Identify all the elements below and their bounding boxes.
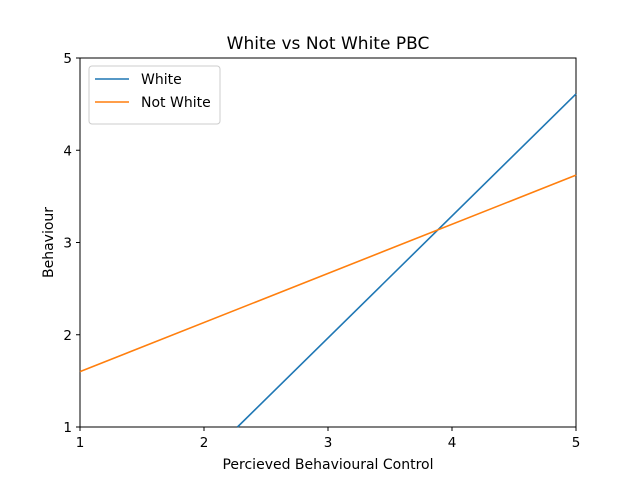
x-tick-label: 2 [200,435,209,451]
chart-title: White vs Not White PBC [227,34,430,54]
x-tick-label: 3 [324,435,333,451]
y-axis-ticks: 1 2 3 4 5 [63,51,80,436]
y-tick-label: 3 [63,236,72,252]
series-layer [79,93,577,428]
y-tick-label: 1 [63,420,72,436]
legend-label: Not White [141,95,211,111]
legend: White Not White [88,65,221,125]
y-tick-label: 5 [63,51,72,67]
x-tick-label: 5 [572,435,581,451]
legend-label: White [141,72,182,88]
series-line-white [236,93,577,428]
y-tick-label: 2 [63,328,72,344]
x-axis-ticks: 1 2 3 4 5 [76,427,581,451]
x-axis-label: Percieved Behavioural Control [222,457,433,473]
x-tick-label: 4 [448,435,457,451]
legend-box [88,65,221,125]
x-tick-label: 1 [76,435,85,451]
y-tick-label: 4 [63,143,72,159]
series-line-not-white [79,174,577,373]
y-axis-label: Behaviour [41,207,57,278]
